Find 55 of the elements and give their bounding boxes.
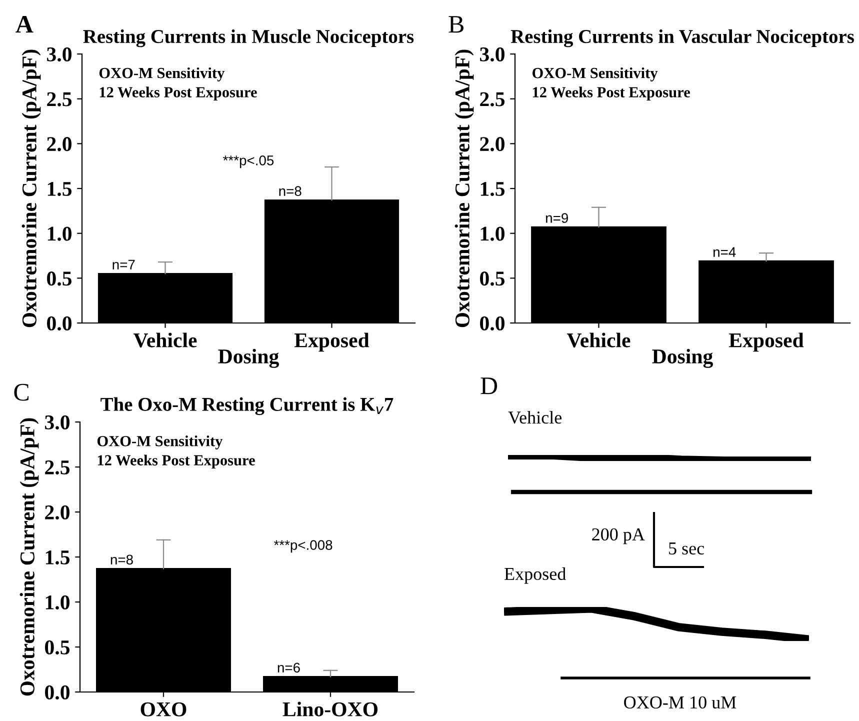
text: B — [448, 16, 464, 33]
x-tick-label: Lino-OXO — [282, 702, 378, 716]
annotation: n=4 — [714, 247, 736, 257]
y-axis-title: Oxotremorine Current (pA/pF) — [454, 50, 474, 328]
text: 5 sec — [669, 542, 704, 555]
annotation: OXO-M Sensitivity 12 Weeks Post Exposure — [99, 67, 257, 101]
annotation: n=8 — [110, 554, 133, 565]
annotation: ***p<.008 — [274, 540, 332, 553]
annotation: n=9 — [546, 213, 568, 223]
x-axis-title: Dosing — [652, 348, 713, 368]
y-tick-label: 3.0 — [45, 415, 70, 430]
y-tick-label: 3.0 — [480, 47, 504, 62]
x-tick-label: Exposed — [728, 332, 804, 352]
y-tick-label: 0.5 — [45, 640, 70, 655]
x-tick-label: Vehicle — [133, 332, 197, 348]
chart-title: Resting Currents in Muscle Nociceptors — [83, 29, 414, 48]
y-tick-label: 1.0 — [48, 226, 72, 241]
y-tick-label: 0.0 — [47, 316, 72, 331]
y-tick-label: 2.0 — [47, 137, 72, 152]
y-tick-label: 1.5 — [480, 182, 505, 196]
text: D — [480, 378, 498, 394]
y-tick-label: 0.5 — [480, 272, 505, 286]
text: C — [14, 384, 28, 401]
x-tick-label: OXO — [140, 702, 186, 716]
y-tick-label: 2.0 — [45, 505, 70, 520]
annotation: ***p<.05 — [223, 155, 274, 168]
y-axis-title: Oxotremorine Current (pA/pF) — [22, 50, 41, 328]
chart-title: Resting Currents in Vascular Nociceptors — [510, 29, 854, 48]
y-tick-label: 1.5 — [46, 550, 70, 565]
text: 200 pA — [592, 528, 645, 544]
text: OXO-M 10 uM — [624, 696, 736, 709]
y-axis-title: Oxotremorine Current (pA/pF) — [20, 418, 39, 696]
x-tick-label: Exposed — [294, 332, 370, 352]
y-tick-label: 2.5 — [480, 92, 505, 106]
annotation: n=6 — [278, 662, 300, 673]
text: A — [16, 16, 34, 33]
y-tick-label: 2.5 — [47, 92, 72, 106]
chart-title: The Oxo-M Resting Current is K$_{v}$7 — [100, 397, 394, 416]
y-tick-label: 1.0 — [480, 226, 504, 241]
y-tick-label: 3.0 — [47, 47, 72, 62]
y-tick-label: 0.5 — [47, 272, 72, 286]
series-label: Exposed — [504, 567, 566, 584]
annotation: OXO-M Sensitivity 12 Weeks Post Exposure — [532, 67, 690, 101]
x-tick-label: Vehicle — [566, 332, 630, 348]
x-axis-title: Dosing — [218, 348, 279, 368]
y-tick-label: 0.0 — [480, 316, 504, 331]
y-tick-label: 2.0 — [480, 137, 504, 152]
y-tick-label: 2.5 — [45, 460, 70, 475]
y-tick-label: 1.0 — [46, 595, 70, 610]
y-tick-label: 1.5 — [48, 182, 72, 196]
y-tick-label: 0.0 — [45, 685, 70, 700]
annotation: n=8 — [279, 186, 302, 196]
series-label: Vehicle — [508, 410, 562, 424]
annotation: n=7 — [112, 260, 135, 270]
annotation: OXO-M Sensitivity 12 Weeks Post Exposure — [97, 436, 255, 469]
